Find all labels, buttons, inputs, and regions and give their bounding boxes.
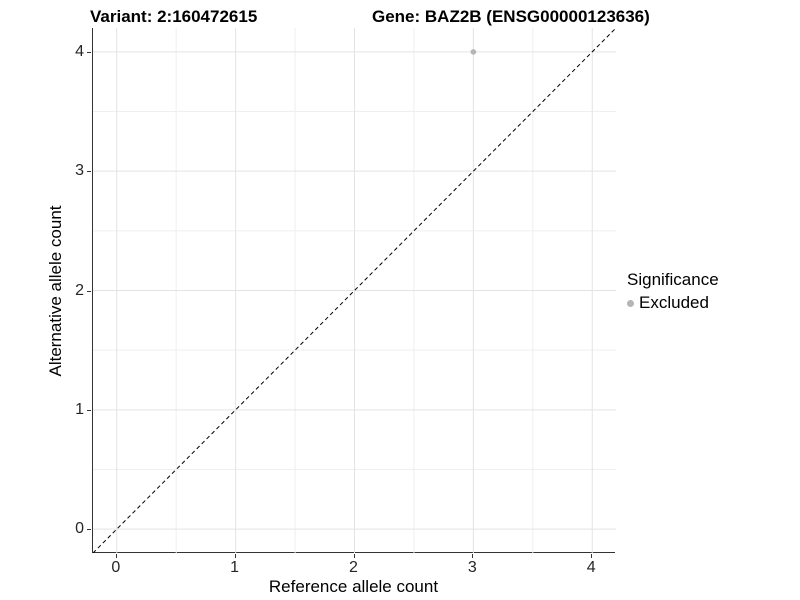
x-tick-label: 2 <box>349 559 358 576</box>
x-tick-label: 4 <box>586 559 596 576</box>
identity-reference-line <box>93 28 616 553</box>
x-tick-mark <box>234 554 236 558</box>
y-tick-mark <box>87 51 91 53</box>
plot-panel <box>92 28 616 553</box>
y-tick-mark <box>87 409 91 411</box>
y-tick-label: 3 <box>75 162 84 180</box>
x-tick-mark <box>472 554 474 558</box>
x-tick-mark <box>591 554 593 558</box>
legend-title: Significance <box>627 270 719 289</box>
y-axis-label: Alternative allele count <box>46 205 65 377</box>
y-tick-mark <box>87 171 91 173</box>
legend-items: Excluded <box>627 293 719 313</box>
x-tick-mark <box>115 554 117 558</box>
y-tick-mark <box>87 290 91 292</box>
x-axis-label: Reference allele count <box>268 577 439 596</box>
plot-title-variant: Variant: 2:160472615 <box>90 7 258 26</box>
panel-canvas <box>93 28 616 553</box>
x-tick-label: 1 <box>230 559 240 576</box>
y-tick-label: 2 <box>75 281 84 299</box>
x-tick-label: 3 <box>467 559 477 576</box>
y-tick-label: 4 <box>75 42 84 60</box>
y-tick-label: 1 <box>75 400 84 418</box>
data-point <box>470 49 477 55</box>
legend-item-label: Excluded <box>639 293 709 312</box>
x-tick-label: 0 <box>111 559 121 576</box>
plot-title-gene: Gene: BAZ2B (ENSG00000123636) <box>372 7 650 26</box>
legend-point-icon <box>627 299 634 307</box>
legend-item: Excluded <box>627 293 719 313</box>
y-tick-mark <box>87 529 91 531</box>
y-tick-label: 0 <box>75 520 84 538</box>
legend: Significance Excluded <box>627 270 719 313</box>
x-tick-mark <box>353 554 355 558</box>
